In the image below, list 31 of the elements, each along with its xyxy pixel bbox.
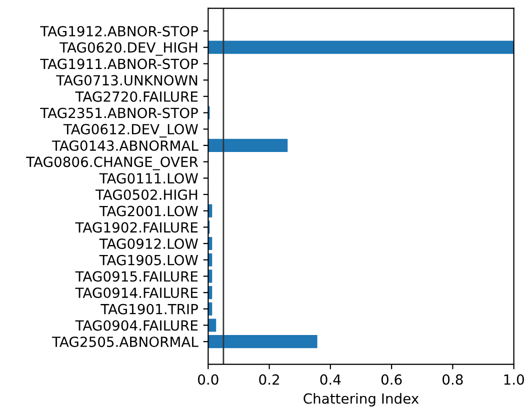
y-tick-label: TAG0914.FAILURE <box>75 288 198 298</box>
y-tick-label: TAG0620.DEV_HIGH <box>60 42 198 56</box>
x-axis-title: Chattering Index <box>304 393 419 406</box>
x-tick-label: 0.2 <box>259 374 279 385</box>
y-tick-label: TAG1902.FAILURE <box>75 222 198 233</box>
y-tick-label: TAG0612.DEV_LOW <box>63 124 198 138</box>
x-tick-label: 0.0 <box>198 374 218 385</box>
y-tick-label: TAG0713.UNKNOWN <box>56 75 198 86</box>
y-tick-label: TAG0806.CHANGE_OVER <box>26 156 198 170</box>
y-tick-label: TAG2505.ABNORMAL <box>52 336 198 348</box>
y-tick-label: TAG1912.ABNOR-STOP <box>40 26 198 36</box>
y-tick-label: TAG1901.TRIP <box>100 304 198 314</box>
y-tick-label: TAG0111.LOW <box>99 173 198 184</box>
y-tick-label: TAG2351.ABNOR-STOP <box>40 108 198 118</box>
y-tick-label: TAG2720.FAILURE <box>75 91 198 102</box>
x-tick-label: 0.8 <box>442 374 463 385</box>
x-tick-label: 0.6 <box>381 374 402 385</box>
y-tick-label: TAG1911.ABNOR-STOP <box>40 58 198 70</box>
y-tick-label: TAG0915.FAILURE <box>75 271 198 282</box>
y-tick-label: TAG0912.LOW <box>99 238 198 249</box>
bar <box>208 335 318 348</box>
y-tick-label: TAG0143.ABNORMAL <box>52 140 198 151</box>
y-tick-label: TAG2001.LOW <box>99 206 198 216</box>
bar <box>208 40 514 54</box>
y-tick-label: TAG0904.FAILURE <box>75 320 198 331</box>
bar <box>208 318 216 332</box>
y-tick-label: TAG0502.HIGH <box>95 189 198 200</box>
x-tick-label: 1.0 <box>504 374 524 385</box>
y-tick-label: TAG1905.LOW <box>99 254 198 266</box>
bar <box>208 138 288 152</box>
x-tick-label: 0.4 <box>320 374 341 385</box>
